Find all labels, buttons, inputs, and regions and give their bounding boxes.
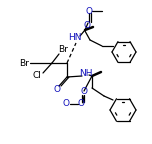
Text: HN: HN [68,34,82,42]
Text: O: O [85,6,93,16]
Text: Br: Br [19,58,29,68]
Text: O: O [78,100,85,108]
Text: Cl: Cl [33,71,41,79]
Text: NH: NH [79,70,93,78]
Text: Br: Br [58,46,68,54]
Text: O: O [62,100,69,108]
Text: O: O [83,20,90,30]
Text: O: O [81,88,88,96]
Text: O: O [54,86,60,94]
